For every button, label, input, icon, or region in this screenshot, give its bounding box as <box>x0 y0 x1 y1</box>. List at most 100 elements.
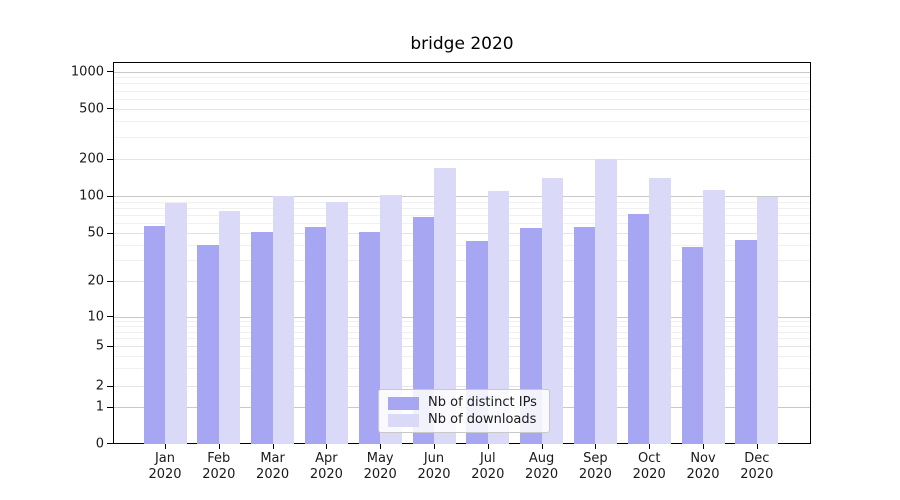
y-tick-mark-2 <box>107 385 113 387</box>
gridline-1000 <box>114 71 810 73</box>
bar-nb-of-distinct-ips-sep <box>573 227 596 444</box>
x-tick-mark-feb <box>218 444 220 449</box>
legend-item-downloads: Nb of downloads <box>388 413 540 427</box>
y-tick-mark-0 <box>107 443 113 444</box>
x-tick-label-feb: Feb 2020 <box>202 451 236 482</box>
x-tick-mark-sep <box>595 444 597 449</box>
x-tick-mark-apr <box>326 444 328 449</box>
bar-nb-of-distinct-ips-jan <box>143 226 165 444</box>
y-tick-mark-10 <box>107 316 113 317</box>
legend: Nb of distinct IPs Nb of downloads <box>378 389 550 433</box>
y-tick-label-0: 0 <box>95 436 104 451</box>
x-tick-mark-aug <box>541 444 543 449</box>
y-tick-mark-200 <box>107 158 113 160</box>
x-tick-label-dec: Dec 2020 <box>740 451 774 482</box>
bar-nb-of-downloads-mar <box>272 196 295 444</box>
bar-nb-of-downloads-aug <box>541 178 564 444</box>
y-tick-mark-5 <box>107 345 113 347</box>
legend-swatch-distinct-ips <box>388 396 419 410</box>
bar-nb-of-downloads-apr <box>326 202 348 444</box>
y-tick-mark-1000 <box>107 71 113 72</box>
gridline-200 <box>114 159 810 160</box>
x-tick-label-jun: Jun 2020 <box>417 451 451 482</box>
y-tick-label-1000: 1000 <box>70 64 104 79</box>
bar-nb-of-distinct-ips-oct <box>627 214 650 444</box>
gridline-minor <box>114 259 810 261</box>
bar-nb-of-distinct-ips-mar <box>251 231 273 444</box>
gridline-minor <box>114 326 810 327</box>
bar-nb-of-downloads-oct <box>649 177 671 444</box>
legend-item-distinct-ips: Nb of distinct IPs <box>388 396 540 410</box>
bar-nb-of-distinct-ips-nov <box>681 247 703 444</box>
gridline-minor <box>114 136 810 138</box>
y-tick-mark-1 <box>107 406 113 408</box>
bar-nb-of-downloads-jun <box>434 167 456 444</box>
gridline-minor <box>114 98 810 100</box>
y-tick-label-5: 5 <box>95 338 104 354</box>
x-tick-label-oct: Oct 2020 <box>632 451 666 482</box>
bar-nb-of-distinct-ips-apr <box>304 227 327 444</box>
bar-nb-of-downloads-jan <box>165 203 187 444</box>
chart-title: bridge 2020 <box>410 34 514 54</box>
bar-nb-of-downloads-sep <box>595 159 617 444</box>
x-tick-mark-dec <box>756 444 758 449</box>
bar-nb-of-distinct-ips-feb <box>197 244 219 444</box>
bar-nb-of-distinct-ips-may <box>358 231 381 444</box>
x-tick-mark-jun <box>434 444 435 449</box>
y-tick-label-10: 10 <box>87 309 104 324</box>
legend-swatch-downloads <box>388 413 419 427</box>
gridline-2 <box>114 386 810 387</box>
gridline-minor <box>114 355 810 357</box>
gridline-100 <box>114 196 810 197</box>
y-tick-label-1: 1 <box>95 399 104 415</box>
bar-nb-of-downloads-nov <box>703 190 725 444</box>
x-tick-mark-mar <box>272 444 274 449</box>
legend-label-distinct-ips: Nb of distinct IPs <box>428 395 537 410</box>
x-tick-mark-oct <box>649 444 651 449</box>
gridline-minor <box>114 207 810 209</box>
y-tick-mark-100 <box>107 195 113 197</box>
x-tick-mark-jan <box>165 444 166 449</box>
x-tick-mark-nov <box>703 444 704 449</box>
y-tick-label-200: 200 <box>79 151 104 167</box>
x-tick-label-jul: Jul 2020 <box>471 451 505 482</box>
y-tick-mark-50 <box>107 232 113 234</box>
x-tick-label-mar: Mar 2020 <box>256 451 290 482</box>
gridline-minor <box>114 338 810 340</box>
gridline-20 <box>114 281 810 282</box>
gridline-minor <box>114 368 810 370</box>
gridline-minor <box>114 223 810 225</box>
gridline-5 <box>114 346 810 347</box>
y-tick-label-2: 2 <box>95 378 104 394</box>
gridline-minor <box>114 90 810 92</box>
y-tick-mark-500 <box>107 108 113 109</box>
y-tick-mark-20 <box>107 280 113 282</box>
x-tick-label-sep: Sep 2020 <box>578 451 612 482</box>
x-tick-label-apr: Apr 2020 <box>309 451 343 482</box>
x-tick-label-nov: Nov 2020 <box>686 451 720 482</box>
bar-nb-of-downloads-jul <box>487 191 510 444</box>
bar-nb-of-downloads-dec <box>756 196 779 444</box>
x-tick-label-jan: Jan 2020 <box>148 451 182 482</box>
gridline-minor <box>114 77 810 79</box>
x-tick-mark-may <box>380 444 382 449</box>
y-tick-label-500: 500 <box>79 101 104 116</box>
x-tick-label-may: May 2020 <box>363 451 397 482</box>
y-tick-label-50: 50 <box>87 225 104 241</box>
bar-nb-of-distinct-ips-dec <box>735 239 757 444</box>
gridline-minor <box>114 83 810 85</box>
gridline-500 <box>114 108 810 110</box>
x-tick-mark-jul <box>487 444 489 449</box>
bar-nb-of-downloads-feb <box>218 210 241 444</box>
bar-nb-of-downloads-may <box>380 194 402 444</box>
gridline-minor <box>114 201 810 203</box>
gridline-minor <box>114 244 810 246</box>
x-tick-label-aug: Aug 2020 <box>525 451 559 482</box>
gridline-10 <box>114 316 810 318</box>
gridline-50 <box>114 233 810 234</box>
y-tick-label-20: 20 <box>87 273 104 289</box>
gridline-minor <box>114 215 810 216</box>
legend-label-downloads: Nb of downloads <box>428 412 537 427</box>
gridline-minor <box>114 321 810 322</box>
